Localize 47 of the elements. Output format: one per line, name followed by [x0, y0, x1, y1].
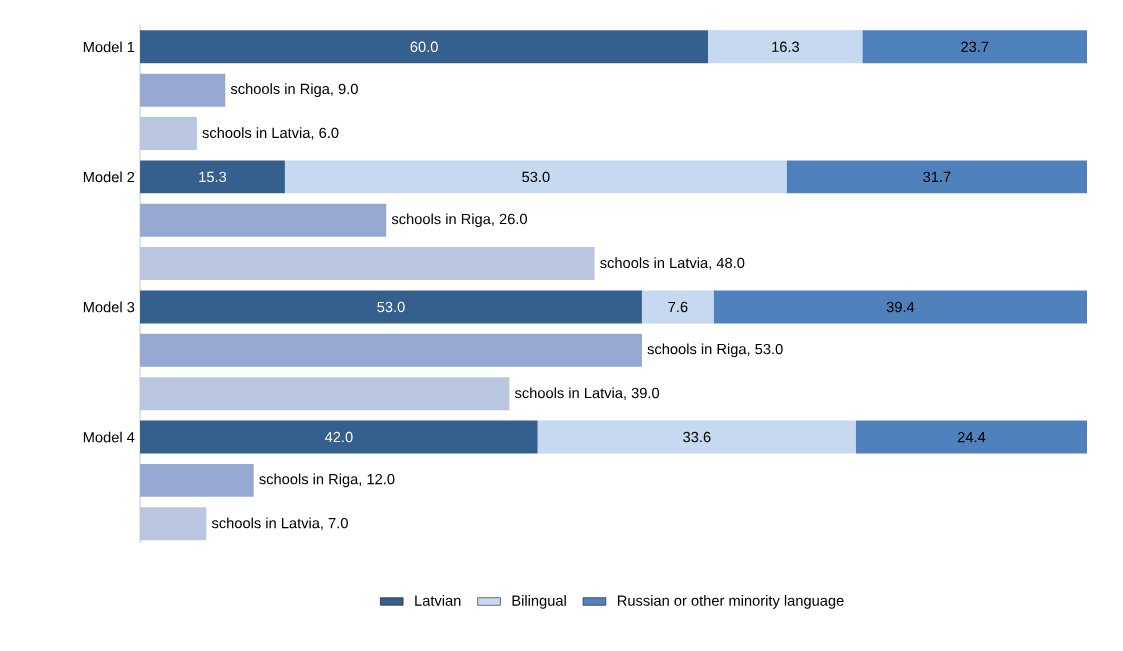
bar: [537, 420, 856, 454]
legend-label: Latvian: [415, 595, 461, 606]
bar: [708, 30, 863, 64]
data-label: 16.3: [772, 41, 800, 53]
y-tick-label: Model 1: [83, 41, 135, 53]
data-label: 7.6: [668, 301, 688, 313]
legend-label: Bilingual: [512, 595, 566, 609]
data-label: schools in Riga, 12.0: [259, 473, 395, 488]
data-label: 33.6: [683, 431, 711, 443]
bar: [140, 420, 538, 454]
bar: [140, 73, 226, 107]
bar: [140, 507, 207, 541]
y-tick-label: Model 2: [83, 171, 135, 183]
bar: [140, 463, 254, 497]
data-label: 53.0: [377, 301, 405, 313]
bar: [140, 290, 642, 324]
bar: [862, 30, 1087, 64]
data-label: schools in Latvia, 7.0: [211, 517, 348, 531]
data-label: 39.4: [886, 301, 915, 313]
bar: [284, 160, 787, 194]
data-label: schools in Riga, 9.0: [230, 83, 358, 98]
legend-label: Russian or other minority language: [617, 595, 844, 609]
bar: [140, 247, 595, 281]
bar: [140, 117, 197, 151]
data-label: schools in Riga, 26.0: [391, 213, 527, 228]
bar: [140, 203, 387, 237]
data-label: schools in Latvia, 39.0: [514, 387, 660, 400]
data-label: 31.7: [923, 171, 951, 183]
data-label: 53.0: [522, 171, 550, 183]
data-label: schools in Riga, 53.0: [647, 343, 783, 358]
bar: [641, 290, 714, 324]
data-label: schools in Latvia, 48.0: [600, 257, 745, 270]
data-label: schools in Latvia, 6.0: [202, 127, 339, 140]
data-label: 42.0: [324, 431, 353, 443]
bar: [140, 377, 510, 411]
data-label: 15.3: [199, 171, 227, 183]
bar: [140, 160, 285, 194]
bar: [713, 290, 1087, 324]
bar: [786, 160, 1087, 194]
bar: [140, 30, 709, 64]
data-label: 24.4: [957, 431, 986, 443]
data-label: 60.0: [410, 41, 438, 53]
bar: [855, 420, 1087, 454]
data-label: 23.7: [961, 41, 989, 53]
y-tick-label: Model 4: [83, 431, 135, 443]
y-tick-label: Model 3: [83, 301, 135, 313]
bar: [140, 333, 642, 367]
